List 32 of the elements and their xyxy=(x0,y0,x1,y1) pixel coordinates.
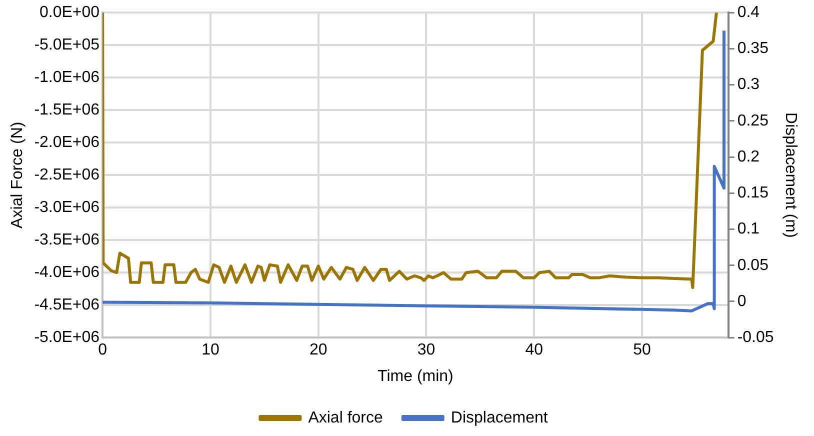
legend-label: Axial force xyxy=(308,409,383,426)
x-axis-title: Time (min) xyxy=(378,368,454,385)
y2-tick-label: 0.35 xyxy=(737,40,769,58)
x-tick-label: 40 xyxy=(525,342,544,359)
legend-label: Displacement xyxy=(450,409,548,426)
y-tick-label: -5.0E+06 xyxy=(34,329,100,346)
y-tick-label: -2.5E+06 xyxy=(34,166,100,184)
y2-axis-title: Displacement (m) xyxy=(782,112,799,238)
y-tick-label: -5.0E+05 xyxy=(34,36,100,54)
y-tick-label: -4.5E+06 xyxy=(34,296,100,314)
y2-tick-label: 0.25 xyxy=(737,112,769,130)
y-tick-label: -4.0E+06 xyxy=(34,264,100,282)
x-tick-label: 30 xyxy=(417,342,436,359)
y2-tick-label: 0.4 xyxy=(737,4,760,22)
y2-tick-label: 0.15 xyxy=(737,184,769,202)
y-tick-label: -2.0E+06 xyxy=(34,134,100,152)
y-tick-label: -3.0E+06 xyxy=(34,199,100,216)
x-tick-label: 0 xyxy=(98,342,108,359)
x-tick-label: 50 xyxy=(633,342,652,359)
y2-tick-label: 0.05 xyxy=(737,256,769,274)
y-axis-title: Axial Force (N) xyxy=(9,122,26,228)
y2-tick-label: 0.2 xyxy=(737,148,760,166)
y-tick-label: -1.5E+06 xyxy=(34,102,100,119)
y2-tick-label: 0.3 xyxy=(737,76,760,94)
y-tick-label: 0.0E+00 xyxy=(40,4,100,22)
y2-tick-label: 0 xyxy=(737,292,746,310)
x-tick-label: 10 xyxy=(202,342,220,359)
y-tick-label: -1.0E+06 xyxy=(34,69,100,86)
y2-tick-label: 0.1 xyxy=(737,220,760,238)
y2-tick-label: -0.05 xyxy=(737,329,774,346)
x-tick-label: 20 xyxy=(309,342,328,359)
y-tick-label: -3.5E+06 xyxy=(34,232,100,249)
